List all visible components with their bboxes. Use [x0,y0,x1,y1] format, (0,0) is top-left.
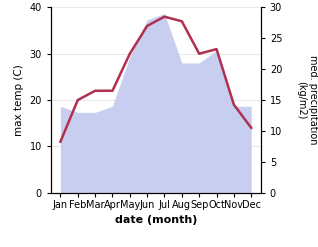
Y-axis label: med. precipitation
(kg/m2): med. precipitation (kg/m2) [296,55,318,145]
X-axis label: date (month): date (month) [114,215,197,225]
Y-axis label: max temp (C): max temp (C) [14,64,24,136]
